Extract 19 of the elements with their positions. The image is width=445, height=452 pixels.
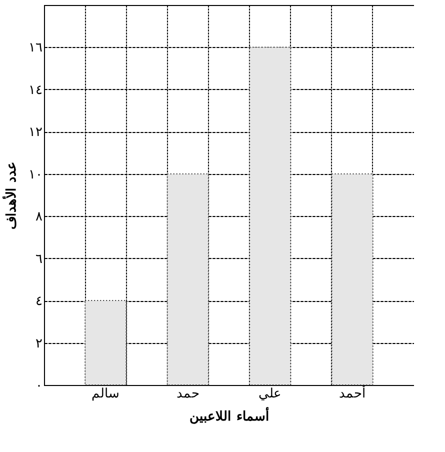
y-tick-label: ١٤: [28, 82, 42, 98]
x-axis-title: أسماء اللاعبين: [190, 408, 270, 424]
y-tick-label: ٨: [36, 210, 42, 225]
x-tick-label: علي: [258, 386, 282, 402]
x-tick-label: أحمد: [338, 384, 366, 402]
y-tick-label: ٤: [36, 294, 42, 310]
bar: [331, 173, 374, 386]
y-tick-label: ٦: [36, 252, 42, 267]
y-tick-label: ٢: [36, 336, 42, 352]
y-axis-title: عدد الأهداف: [2, 162, 20, 230]
bar: [249, 46, 292, 386]
y-tick-label: ٠: [36, 378, 42, 394]
y-tick-label: ١٠: [28, 167, 42, 182]
x-tick-label: سالم: [92, 386, 120, 402]
x-tick-label: حمد: [176, 386, 200, 402]
y-tick-label: ١٢: [28, 125, 42, 140]
bar: [166, 173, 209, 386]
y-tick-label: ١٦: [28, 40, 42, 56]
bar: [84, 300, 127, 386]
